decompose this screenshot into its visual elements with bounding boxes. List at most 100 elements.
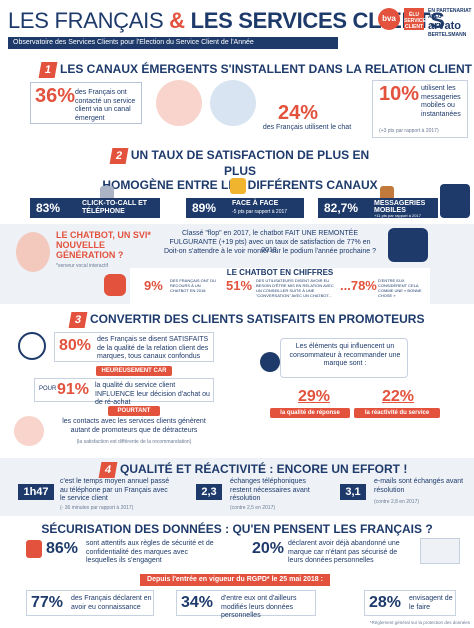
header: LES FRANÇAIS & LES SERVICES CLIENTS Obse…	[0, 0, 474, 58]
section-4-heading-text: QUALITÉ ET RÉACTIVITÉ : ENCORE UN EFFORT…	[120, 462, 408, 476]
bubble-text: Les éléments qui influencent un consomma…	[289, 343, 401, 367]
title-part2: LES SERVICES CLIENTS	[190, 8, 445, 33]
stat-value: 80%	[59, 337, 92, 354]
section-2-heading-line1: UN TAUX DE SATISFACTION DE PLUS EN PLUS	[130, 148, 370, 178]
bar-value: 89%	[192, 201, 217, 215]
stat-text: utilisent les messageries mobiles ou ins…	[421, 85, 461, 118]
woman-headset-illustration	[16, 232, 50, 272]
person-icon	[260, 352, 280, 372]
fig3-text: D'ENTRE EUX CONSIDÈRENT CELA COMME UNE «…	[378, 278, 422, 298]
stat-abandoned-value: 20%	[252, 540, 285, 557]
stat-time-text: c'est le temps moyen annuel passé au tél…	[60, 478, 170, 502]
stat-text: des Français utilisent le chat	[262, 124, 352, 131]
section-3-heading: 3 CONVERTIR DES CLIENTS SATISFAITS EN PRO…	[68, 312, 425, 328]
stat-phone-value: 2,3	[196, 484, 222, 500]
chip-heureusement: HEUREUSEMENT CAR	[96, 366, 172, 376]
stat-text: d'entre eux ont d'ailleurs modifiés leur…	[221, 595, 297, 619]
stat-value: 34%	[181, 594, 214, 611]
section-2-number: 2	[109, 148, 129, 164]
footnote: *Règlement général sur la protection des…	[369, 620, 470, 625]
fig1-text: DES FRANÇAIS ONT DU RECOURS À UN CHATBOT…	[170, 278, 216, 293]
section-3: 3 CONVERTIR DES CLIENTS SATISFAITS EN PRO…	[0, 308, 474, 456]
stat-value: 24%	[278, 102, 319, 124]
stat-chat: 24% des Français utilisent le chat	[262, 102, 352, 138]
bar-label: CLICK-TO-CALL ET TÉLÉPHONE	[82, 200, 148, 215]
section-5: SÉCURISATION DES DONNÉES : QU'EN PENSENT…	[0, 518, 474, 628]
influence-response: 29%	[286, 388, 342, 406]
arvato-logo: EN PARTENARIAT AVEC arvato BERTELSMANN	[428, 8, 472, 38]
stat-value: 91%	[57, 381, 90, 398]
podium-icon	[388, 228, 428, 262]
section-2: 2 UN TAUX DE SATISFACTION DE PLUS EN PLUS…	[0, 144, 474, 304]
fig3-value: ...78%	[340, 278, 377, 293]
stat-phone-text: échanges téléphoniques restent nécessair…	[230, 478, 310, 502]
stat-prefix: POUR	[39, 386, 57, 392]
man-chat-illustration	[210, 80, 256, 126]
gold-trophy-icon	[230, 178, 246, 194]
chatbot-text1: Classé "flop" en 2017, le chatbot FAIT U…	[169, 230, 371, 254]
stat-email-text: e-mails sont échangés avant résolution	[374, 478, 464, 494]
bronze-trophy-icon	[380, 186, 394, 200]
stat-email-note: (contre 2,8 en 2017)	[374, 499, 420, 505]
stat-emerging-channel: 36% des Français ont contacté un service…	[30, 82, 142, 124]
section-1-number: 1	[38, 62, 58, 78]
section-3-heading-text: CONVERTIR DES CLIENTS SATISFAITS EN PROM…	[90, 312, 425, 326]
section-4-heading: 4 QUALITÉ ET RÉACTIVITÉ : ENCORE UN EFFOR…	[98, 462, 408, 478]
promoter-detractor-illustration	[14, 416, 44, 446]
stat-value: 77%	[31, 594, 64, 611]
section-4: 4 QUALITÉ ET RÉACTIVITÉ : ENCORE UN EFFOR…	[0, 458, 474, 516]
stat-text: des Français se disent SATISFAITS de la …	[97, 336, 209, 360]
title-ampersand: &	[169, 8, 191, 33]
figures-title: LE CHATBOT EN CHIFFRES	[226, 268, 334, 277]
stat-value: 10%	[379, 83, 420, 105]
lock-icon	[26, 540, 42, 558]
people-icon	[18, 332, 46, 360]
phone-chat-icon	[440, 184, 470, 218]
stat-text: la qualité du service client INFLUENCE l…	[95, 382, 210, 406]
subtitle-bar: Observatoire des Services Clients pour l…	[8, 37, 338, 49]
arvato-name: arvato	[428, 20, 462, 32]
section-4-number: 4	[98, 462, 118, 478]
woman-phone-illustration	[156, 80, 202, 126]
influence-value: 29%	[297, 388, 331, 405]
stat-abandoned-text: déclarent avoir déjà abandonné une marqu…	[288, 540, 400, 564]
section-1-heading-text: LES CANAUX ÉMERGENTS S'INSTALLENT DANS L…	[60, 62, 472, 76]
rgpd-banner: Depuis l'entrée en vigueur du RGPD* le 2…	[140, 574, 330, 586]
stat-attentive-value: 86%	[46, 540, 79, 557]
stat-contacts: les contacts avec les services clients g…	[54, 418, 214, 450]
stat-messaging: 10% utilisent les messageries mobiles ou…	[372, 80, 468, 138]
stat-text: des Français déclarent en avoir eu conna…	[71, 595, 152, 611]
bar-messageries: 82,7% MESSAGERIES MOBILES +11 pts par ra…	[318, 198, 438, 218]
arvato-sub: BERTELSMANN	[428, 32, 467, 38]
title-part1: LES FRANÇAIS	[8, 8, 170, 33]
section-5-heading: SÉCURISATION DES DONNÉES : QU'EN PENSENT…	[41, 522, 433, 536]
chip-pourtant: POURTANT	[108, 406, 160, 416]
stat-value: 28%	[369, 594, 402, 611]
silver-trophy-icon	[100, 186, 114, 200]
chatbot-text2: Doit-on s'attendre à le voir monter sur …	[163, 248, 376, 255]
stat-text: les contacts avec les services clients g…	[62, 418, 206, 434]
stat-phone-note: (contre 2,5 en 2017)	[230, 505, 276, 511]
section-1-heading: 1 LES CANAUX ÉMERGENTS S'INSTALLENT DANS …	[38, 62, 472, 78]
shield-computer-icon	[420, 538, 460, 564]
chatbot-robot-icon	[104, 274, 126, 296]
chatbot-title: LE CHATBOT, UN SVI* NOUVELLE GÉNÉRATION …	[56, 230, 151, 260]
stat-time-value: 1h47	[18, 484, 54, 500]
stat-note: (+3 pts par rapport à 2017)	[379, 128, 439, 134]
influence-value: 22%	[381, 388, 415, 405]
stat-knowledge: 77% des Français déclarent en avoir eu c…	[26, 590, 154, 616]
bar-label: FACE À FACE	[232, 200, 279, 207]
stat-consider: 28% envisagent de le faire	[364, 590, 456, 616]
bar-click-to-call: 83% CLICK-TO-CALL ET TÉLÉPHONE	[30, 198, 160, 218]
influence-bubble: Les éléments qui influencent un consomma…	[280, 338, 408, 378]
fig1-value: 9%	[144, 278, 163, 293]
bar-face-a-face: 89% FACE À FACE -5 pts par rapport à 201…	[186, 198, 304, 218]
stat-email-value: 3,1	[340, 484, 366, 500]
bar-note: +11 pts par rapport à 2017	[374, 213, 421, 218]
influence-reactivity: 22%	[370, 388, 426, 406]
section-3-number: 3	[68, 312, 88, 328]
chatbot-figures: LE CHATBOT EN CHIFFRES 9% DES FRANÇAIS O…	[130, 268, 430, 304]
chatbot-note: *serveur vocal interactif	[56, 263, 108, 269]
stat-influence: POUR 91% la qualité du service client IN…	[34, 378, 214, 406]
